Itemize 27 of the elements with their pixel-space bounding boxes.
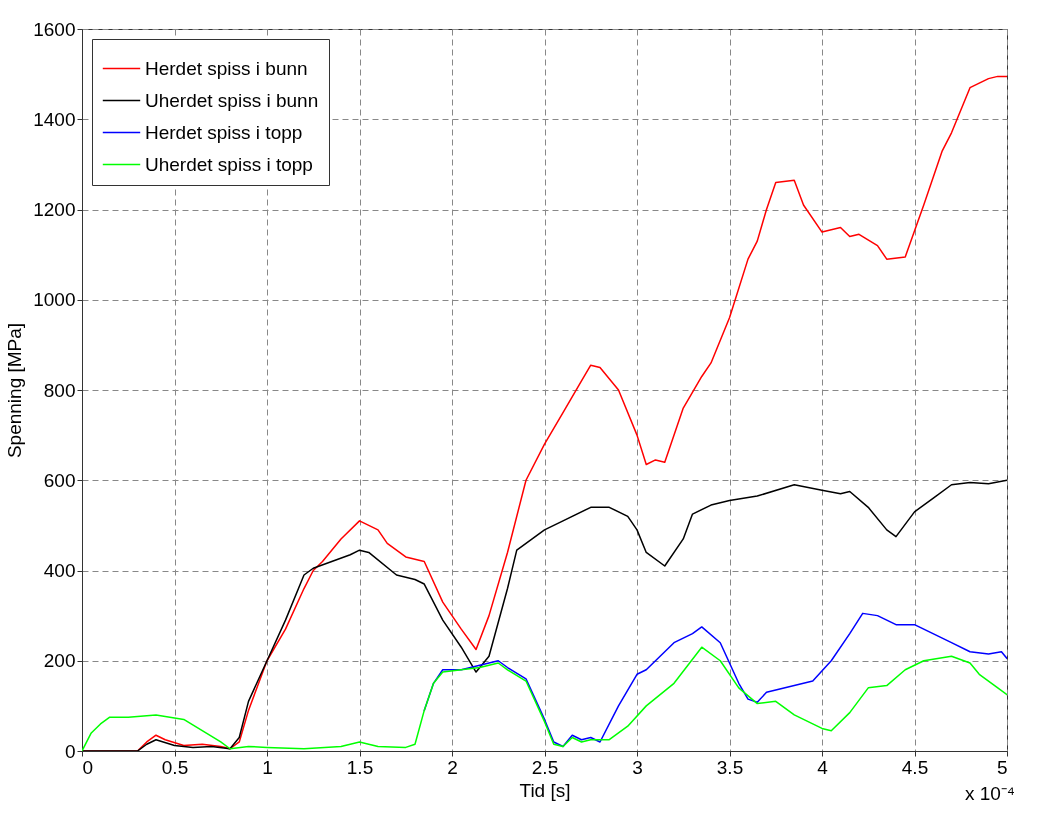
text: x 10⁻⁴: [964, 783, 1015, 804]
x-tick-label: 1: [262, 756, 273, 778]
x-tick-label: 0: [82, 756, 94, 778]
x-axis-title: Tid [s]: [519, 779, 571, 801]
y-tick-label: 1000: [33, 289, 76, 311]
legend-label: Uherdet spiss i topp: [145, 153, 313, 175]
x-tick-label: 5: [996, 756, 1008, 778]
y-tick-label: 400: [43, 560, 76, 581]
x-tick-label: 4: [817, 756, 829, 778]
legend-label: Herdet spiss i topp: [145, 121, 303, 143]
y-tick-label: 1200: [33, 199, 76, 220]
y-tick-label: 200: [43, 650, 76, 672]
x-tick-label: 3.5: [716, 756, 744, 778]
legend-label: Herdet spiss i bunn: [145, 57, 308, 79]
y-tick-label: 1600: [33, 18, 76, 40]
y-axis-title: Spenning [MPa]: [4, 322, 26, 459]
y-tick-label: 0: [64, 740, 76, 762]
y-tick-label: 1400: [33, 108, 76, 130]
x-tick-label: 1.5: [346, 756, 374, 778]
x-tick-label: 4.5: [901, 756, 929, 778]
x-tick-label: 3: [632, 756, 643, 778]
x-tick-label: 2.5: [531, 756, 559, 778]
x-tick-label: 2: [447, 756, 458, 778]
x-tick-label: 0.5: [161, 756, 189, 778]
y-tick-label: 600: [43, 469, 76, 491]
y-tick-label: 800: [43, 379, 76, 401]
legend-label: Uherdet spiss i bunn: [145, 89, 319, 111]
